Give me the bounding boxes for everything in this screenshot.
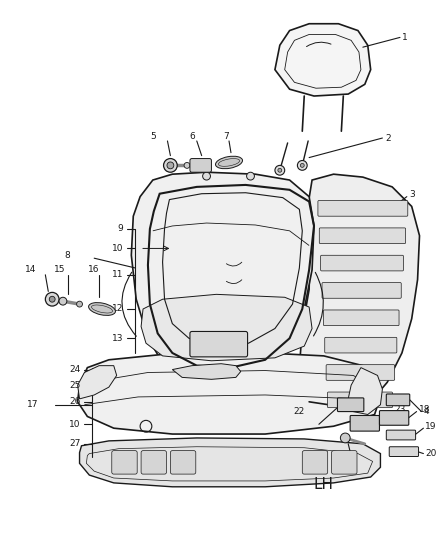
Text: 27: 27 xyxy=(69,439,81,448)
Polygon shape xyxy=(78,366,117,399)
Text: 23: 23 xyxy=(394,405,406,414)
Text: 19: 19 xyxy=(425,422,437,431)
FancyBboxPatch shape xyxy=(323,310,399,326)
Circle shape xyxy=(77,301,82,307)
Text: 9: 9 xyxy=(118,224,124,233)
FancyBboxPatch shape xyxy=(337,398,364,411)
Circle shape xyxy=(184,163,190,168)
Circle shape xyxy=(59,297,67,305)
Text: 24: 24 xyxy=(69,365,81,374)
Circle shape xyxy=(300,164,304,167)
FancyBboxPatch shape xyxy=(141,451,166,474)
Text: 8: 8 xyxy=(64,251,70,260)
Text: 17: 17 xyxy=(27,400,39,409)
Ellipse shape xyxy=(215,156,243,169)
Circle shape xyxy=(278,168,282,172)
Text: 26: 26 xyxy=(69,397,81,406)
Text: 2: 2 xyxy=(385,134,391,142)
Text: 11: 11 xyxy=(112,270,124,279)
Circle shape xyxy=(167,162,174,169)
Text: 6: 6 xyxy=(189,132,195,141)
Text: 12: 12 xyxy=(112,304,124,313)
Text: 22: 22 xyxy=(294,407,305,416)
FancyBboxPatch shape xyxy=(386,430,416,440)
Circle shape xyxy=(275,165,285,175)
Polygon shape xyxy=(131,172,314,382)
Polygon shape xyxy=(172,364,241,379)
FancyBboxPatch shape xyxy=(322,282,401,298)
Circle shape xyxy=(203,172,210,180)
FancyBboxPatch shape xyxy=(112,451,137,474)
Text: 4: 4 xyxy=(424,407,429,416)
Text: 7: 7 xyxy=(223,132,229,141)
FancyBboxPatch shape xyxy=(389,447,419,456)
Polygon shape xyxy=(275,24,371,96)
Text: 15: 15 xyxy=(54,265,66,274)
FancyBboxPatch shape xyxy=(328,392,392,408)
Text: 18: 18 xyxy=(419,405,430,414)
Text: 13: 13 xyxy=(112,334,124,343)
FancyBboxPatch shape xyxy=(379,410,409,425)
FancyBboxPatch shape xyxy=(350,416,379,431)
Text: 14: 14 xyxy=(25,265,36,274)
FancyBboxPatch shape xyxy=(190,332,247,357)
Text: 10: 10 xyxy=(112,244,124,253)
FancyBboxPatch shape xyxy=(326,365,395,381)
FancyBboxPatch shape xyxy=(321,255,403,271)
FancyBboxPatch shape xyxy=(170,451,196,474)
Text: 25: 25 xyxy=(69,381,81,390)
Polygon shape xyxy=(141,294,312,361)
Text: LH: LH xyxy=(314,478,334,492)
FancyBboxPatch shape xyxy=(332,451,357,474)
Text: 10: 10 xyxy=(69,420,81,429)
Polygon shape xyxy=(78,353,381,434)
Ellipse shape xyxy=(88,303,116,316)
Text: 5: 5 xyxy=(150,132,155,141)
Circle shape xyxy=(49,296,55,302)
Text: 21: 21 xyxy=(339,456,351,465)
Circle shape xyxy=(340,433,350,443)
Text: 3: 3 xyxy=(410,190,416,199)
Circle shape xyxy=(297,160,307,170)
FancyBboxPatch shape xyxy=(386,394,410,406)
Circle shape xyxy=(247,172,254,180)
Text: 16: 16 xyxy=(88,265,100,274)
Circle shape xyxy=(163,158,177,172)
FancyBboxPatch shape xyxy=(302,451,328,474)
FancyBboxPatch shape xyxy=(318,200,408,216)
Polygon shape xyxy=(299,174,420,415)
FancyBboxPatch shape xyxy=(190,158,212,172)
FancyBboxPatch shape xyxy=(325,337,397,353)
Circle shape xyxy=(46,293,59,306)
Text: 1: 1 xyxy=(402,33,408,42)
Polygon shape xyxy=(80,438,381,487)
Text: 20: 20 xyxy=(425,449,437,458)
FancyBboxPatch shape xyxy=(319,228,406,244)
Polygon shape xyxy=(348,368,382,415)
